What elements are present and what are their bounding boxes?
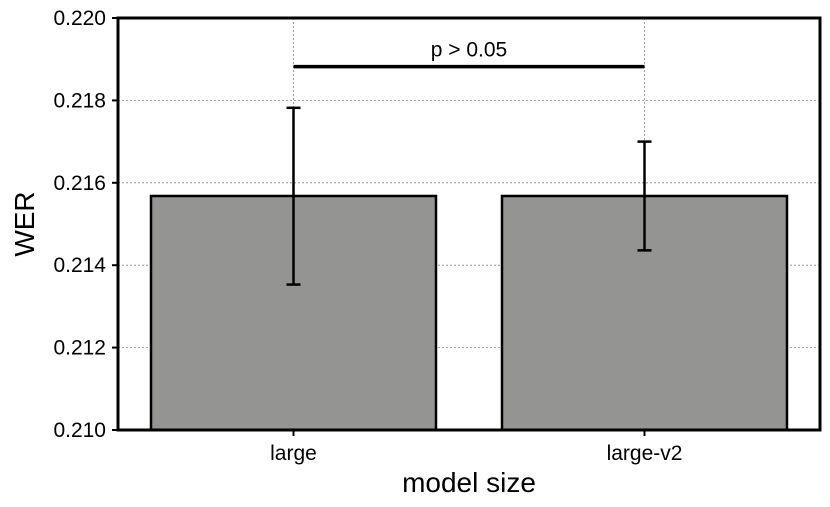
y-tick-label: 0.218: [53, 89, 106, 112]
y-tick-label: 0.210: [53, 419, 106, 442]
x-tick-label: large-v2: [607, 442, 683, 465]
error-bars: [286, 106, 652, 286]
significance-annotation: p > 0.05: [293, 39, 645, 69]
significance-label: p > 0.05: [431, 39, 507, 62]
plot-frame: [116, 16, 822, 432]
y-axis-ticks: 0.210 0.212 0.214 0.216 0.218 0.220: [53, 7, 118, 442]
y-tick-label: 0.220: [53, 7, 106, 30]
x-axis-title: model size: [402, 467, 536, 498]
x-axis-ticks: large large-v2: [270, 430, 682, 465]
y-tick-label: 0.212: [53, 337, 106, 360]
y-tick-label: 0.214: [53, 254, 106, 277]
x-tick-label: large: [270, 442, 317, 465]
bars: [149, 194, 789, 432]
y-axis-title: WER: [9, 191, 40, 256]
y-tick-label: 0.216: [53, 172, 106, 195]
